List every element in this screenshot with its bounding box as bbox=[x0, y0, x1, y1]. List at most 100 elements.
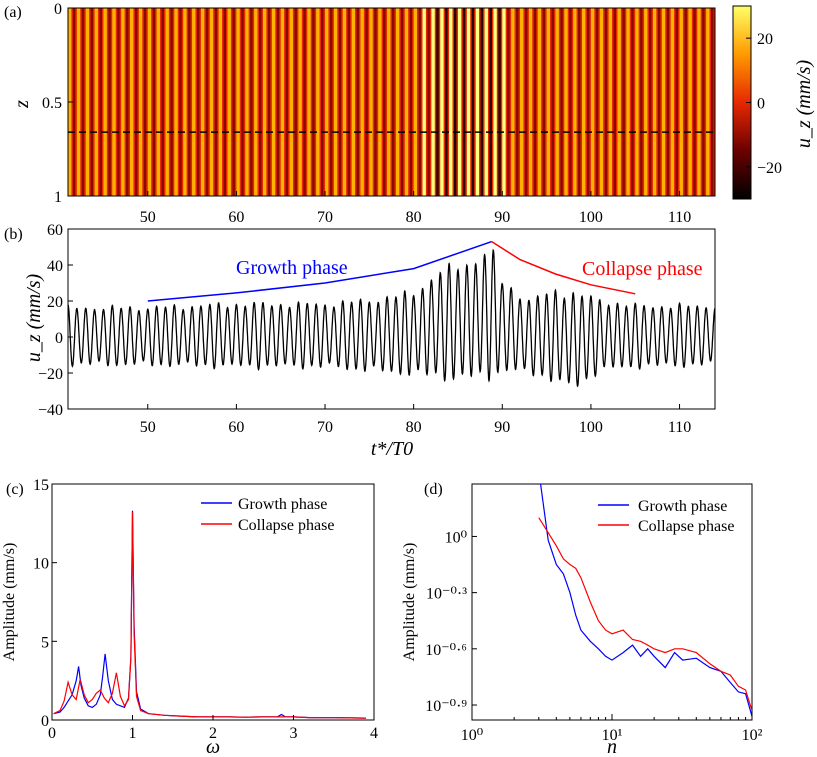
spectrum-y-ticks: 15 10 5 0 bbox=[33, 477, 57, 730]
timeseries-x-axis-label: t*/T0 bbox=[371, 438, 413, 460]
heatmap-x-tick-label: 80 bbox=[406, 209, 422, 226]
heatmap-stripe-bright bbox=[121, 8, 125, 196]
spectrum-x-ticks: 0 1 2 3 4 bbox=[48, 715, 378, 742]
heatmap-stripe-bright bbox=[307, 8, 311, 196]
heatmap-stripe-dark bbox=[524, 8, 528, 196]
panel-c-spectrum: (c) Growth phase Collapse phase 15 10 5 0 0… bbox=[1, 477, 378, 757]
timeseries-x-tick-label: 60 bbox=[228, 419, 244, 436]
panel-c-label: (c) bbox=[6, 481, 24, 498]
heatmap-stripe-dark bbox=[383, 8, 386, 196]
heatmap-stripe-bright bbox=[378, 8, 382, 196]
legend-growth-label: Growth phase bbox=[638, 498, 727, 515]
heatmap-stripe-dark bbox=[241, 8, 244, 196]
heatmap-stripe-dark bbox=[702, 8, 705, 196]
heatmap-stripe-bright bbox=[520, 8, 524, 196]
heatmap-stripe-dark bbox=[586, 8, 590, 196]
heatmap-stripe-bright bbox=[493, 8, 497, 196]
heatmap-stripe-dark bbox=[170, 8, 173, 196]
heatmap-stripe-bright bbox=[440, 8, 444, 196]
heatmap-stripe-bright bbox=[502, 8, 506, 196]
heatmap-stripe-dark bbox=[551, 8, 554, 196]
heatmap-stripe-bright bbox=[528, 8, 533, 196]
timeseries-y-tick-label: 20 bbox=[47, 294, 63, 311]
heatmap-stripe-bright bbox=[475, 8, 480, 196]
colorbar-tick-label: −20 bbox=[757, 160, 782, 177]
heatmap-stripe-bright bbox=[608, 8, 613, 196]
panel-a-label: (a) bbox=[4, 4, 22, 21]
collapse-phase-annotation: Collapse phase bbox=[582, 258, 703, 280]
legend-growth-label: Growth phase bbox=[238, 496, 327, 513]
heatmap-stripe-bright bbox=[360, 8, 364, 196]
heatmap-stripe-bright bbox=[537, 8, 542, 196]
heatmap-stripe-bright bbox=[617, 8, 621, 196]
heatmap-stripe-dark bbox=[480, 8, 484, 196]
heatmap-stripe-dark bbox=[631, 8, 634, 196]
heatmap-stripe-dark bbox=[223, 8, 227, 196]
panel-a-heatmap: (a) 00.51 50 60 70 80 90 100 110 z 200−20 u_z … bbox=[4, 1, 815, 226]
heatmap-stripe-dark bbox=[188, 8, 191, 196]
spectrum-y-tick-label: 10 bbox=[33, 556, 49, 573]
heatmap-stripe-dark bbox=[657, 8, 661, 196]
timeseries-y-tick-label: −20 bbox=[38, 366, 63, 383]
heatmap-stripe-bright bbox=[395, 8, 400, 196]
colorbar-tick-label: 20 bbox=[757, 31, 773, 48]
heatmap-stripe-bright bbox=[670, 8, 675, 196]
harmonics-y-tick-label: 10⁻⁰·⁹ bbox=[425, 698, 467, 715]
timeseries-y-axis-label: u_z (mm/s) bbox=[23, 274, 45, 363]
heatmap-stripe-bright bbox=[697, 8, 701, 196]
timeseries-x-tick-label: 90 bbox=[494, 419, 510, 436]
heatmap-stripe-dark bbox=[436, 8, 439, 196]
harmonics-x-tick-label: 10⁰ bbox=[461, 727, 483, 744]
heatmap-stripe-dark bbox=[347, 8, 351, 196]
heatmap-stripe-bright bbox=[85, 8, 90, 196]
harmonics-y-tick-label: 10⁰ bbox=[445, 529, 467, 546]
timeseries-x-tick-label: 100 bbox=[579, 419, 603, 436]
heatmap-stripe-bright bbox=[112, 8, 116, 196]
heatmap-stripe-dark bbox=[533, 8, 537, 196]
heatmap-stripe-bright bbox=[262, 8, 267, 196]
spectrum-legend: Growth phase Collapse phase bbox=[201, 496, 334, 534]
timeseries-y-ticks: 60 40 20 0 −20 −40 bbox=[38, 222, 73, 419]
heatmap-stripe-dark bbox=[329, 8, 333, 196]
legend-collapse-label: Collapse phase bbox=[638, 518, 734, 535]
heatmap-stripe-dark bbox=[205, 8, 209, 196]
heatmap-x-tick-label: 100 bbox=[579, 209, 603, 226]
heatmap-stripe-bright bbox=[245, 8, 249, 196]
spectrum-x-tick-label: 4 bbox=[370, 725, 378, 742]
heatmap-stripe-dark bbox=[152, 8, 156, 196]
heatmap-stripe-dark bbox=[365, 8, 368, 196]
timeseries-y-tick-label: −40 bbox=[38, 402, 63, 419]
heatmap-y-axis-label: z bbox=[11, 100, 33, 109]
heatmap-stripe-dark bbox=[622, 8, 625, 196]
heatmap-stripe-bright bbox=[174, 8, 178, 196]
heatmap-stripe-dark bbox=[418, 8, 422, 196]
spectrum-y-tick-label: 15 bbox=[33, 477, 49, 494]
heatmap-stripe-dark bbox=[409, 8, 413, 196]
heatmap-stripe-bright bbox=[661, 8, 666, 196]
heatmap-stripe-dark bbox=[161, 8, 164, 196]
heatmap-stripe-bright bbox=[183, 8, 187, 196]
harmonics-x-ticks: 10⁰ 10¹ 10² bbox=[461, 714, 763, 744]
heatmap-stripe-dark bbox=[126, 8, 129, 196]
harmonics-collapse-line bbox=[538, 517, 752, 711]
heatmap-stripe-dark bbox=[471, 8, 475, 196]
harmonics-y-tick-label: 10⁻⁰·⁶ bbox=[425, 642, 467, 659]
heatmap-stripe-bright bbox=[413, 8, 418, 196]
harmonics-x-axis-label: n bbox=[607, 736, 617, 757]
heatmap-stripe-bright bbox=[449, 8, 453, 196]
spectrum-y-tick-label: 0 bbox=[41, 713, 49, 730]
timeseries-y-tick-label: 0 bbox=[55, 330, 63, 347]
heatmap-stripe-dark bbox=[640, 8, 643, 196]
heatmap-x-tick-label: 50 bbox=[140, 209, 156, 226]
timeseries-frame bbox=[67, 228, 716, 410]
colorbar-tick-label: 0 bbox=[757, 96, 765, 113]
timeseries-x-tick-label: 80 bbox=[406, 419, 422, 436]
heatmap-stripe-bright bbox=[590, 8, 595, 196]
heatmap-stripe-bright bbox=[156, 8, 160, 196]
heatmap-stripe-bright bbox=[564, 8, 568, 196]
timeseries-y-tick-label: 40 bbox=[47, 258, 63, 275]
heatmap-stripe-dark bbox=[250, 8, 253, 196]
heatmap-stripe-dark bbox=[445, 8, 448, 196]
heatmap-stripe-dark bbox=[613, 8, 617, 196]
spectrum-y-tick-label: 5 bbox=[41, 634, 49, 651]
